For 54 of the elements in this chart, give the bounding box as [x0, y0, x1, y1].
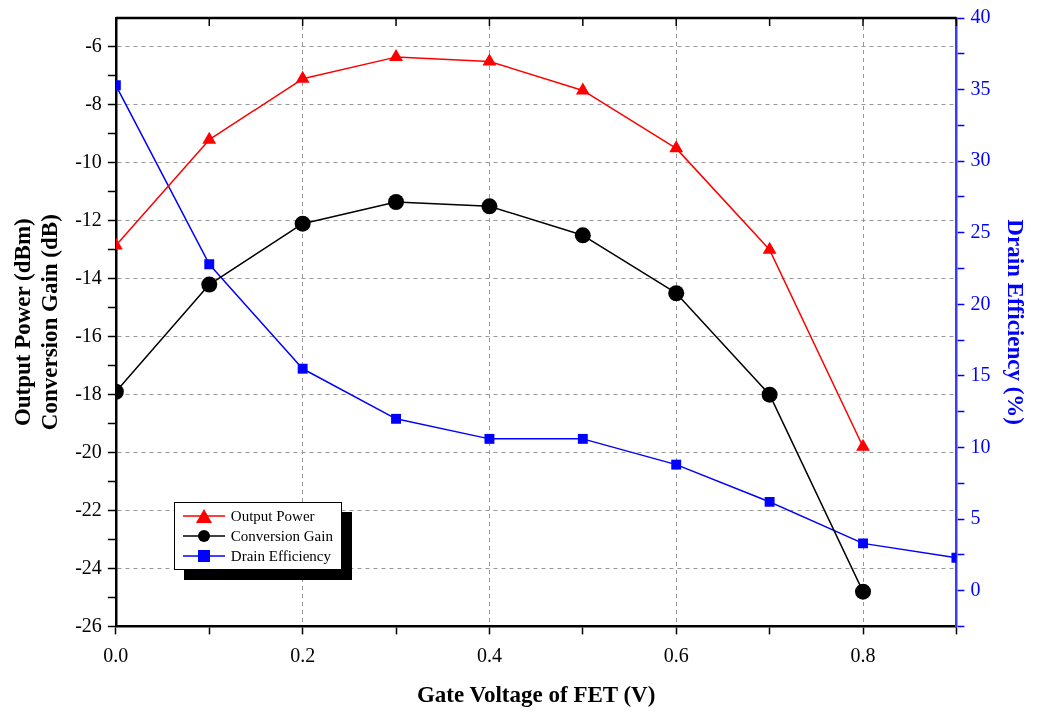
y-tick-label: -6: [85, 34, 102, 57]
point: [671, 459, 682, 470]
y2-tick-label: 35: [970, 76, 991, 99]
x-tick-label: 0.8: [850, 643, 876, 666]
y2-axis-title: Drain Efficiency (%): [1003, 219, 1029, 426]
x-tick-label: 0.0: [103, 643, 129, 666]
x-tick-label: 0.6: [663, 643, 689, 666]
point: [391, 413, 401, 424]
y-tick-label: -12: [75, 208, 102, 231]
y2-tick-label: 20: [970, 291, 991, 314]
point: [388, 193, 405, 210]
point: [204, 259, 215, 270]
point: [201, 276, 218, 293]
point: [855, 583, 872, 600]
point: [761, 386, 778, 403]
point: [858, 538, 868, 549]
y-tick-label: -20: [75, 439, 102, 462]
y2-tick-label: 0: [970, 577, 981, 600]
y-tick-label: -18: [75, 381, 102, 404]
point: [294, 215, 311, 232]
y2-tick-label: 25: [970, 219, 991, 242]
point: [574, 227, 591, 244]
y-axis-title: Output Power (dBm) Conversion Gain (dB): [9, 214, 63, 431]
y-tick-label: -22: [75, 497, 102, 520]
y-tick-label: -16: [75, 323, 102, 346]
y2-tick-label: 40: [970, 5, 991, 28]
y-tick-label: -10: [75, 150, 102, 173]
point: [762, 241, 777, 254]
point: [389, 49, 403, 62]
point: [575, 82, 590, 95]
x-tick-label: 0.4: [476, 643, 502, 666]
legend-label: Conversion Gain: [230, 526, 333, 546]
point: [482, 53, 497, 66]
y2-tick-label: 5: [970, 506, 981, 529]
y2-tick-label: 30: [970, 148, 991, 171]
point: [295, 70, 310, 83]
legend-label: Drain Efficiency: [230, 546, 331, 566]
point: [202, 131, 217, 144]
point: [764, 496, 775, 507]
x-tick-label: 0.2: [290, 643, 316, 666]
x-axis-title: Gate Voltage of FET (V): [416, 682, 656, 708]
y2-tick-label: 10: [970, 434, 991, 457]
y-tick-label: -24: [75, 555, 102, 578]
legend-label: Output Power: [230, 506, 315, 526]
point: [668, 285, 685, 302]
point: [481, 198, 498, 215]
y-tick-label: -26: [75, 613, 102, 636]
y-tick-label: -14: [75, 265, 102, 288]
y2-tick-label: 15: [970, 363, 991, 386]
point: [484, 433, 495, 444]
point: [297, 363, 308, 374]
point: [577, 433, 588, 444]
y-tick-label: -8: [85, 92, 102, 115]
point: [669, 140, 684, 153]
